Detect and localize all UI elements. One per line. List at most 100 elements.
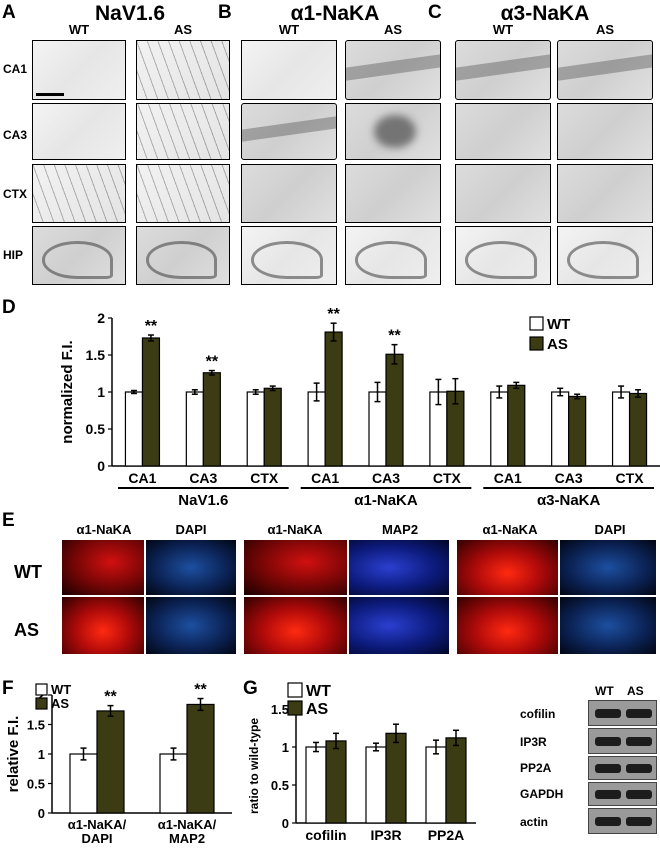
title-nav16: NaV1.6 bbox=[94, 2, 166, 25]
blot-label-pp2a: PP2A bbox=[520, 761, 552, 775]
panel-letter-e: E bbox=[2, 510, 15, 531]
bar-as bbox=[324, 331, 343, 467]
bar-as bbox=[96, 710, 125, 814]
x-tick-label: CTX bbox=[616, 470, 645, 486]
bar-wt bbox=[124, 391, 144, 467]
legend-label-as: AS bbox=[51, 696, 69, 711]
x-tick-label: α1-NaKA/ bbox=[68, 817, 127, 832]
scale-bar bbox=[36, 93, 64, 96]
bar-wt bbox=[307, 391, 326, 467]
e-col-1: α1-NaKA bbox=[76, 522, 132, 537]
x-tick-label: CA1 bbox=[128, 470, 156, 486]
col-as-a: AS bbox=[173, 22, 193, 37]
fluo-as-a1-1 bbox=[62, 597, 144, 654]
significance-mark: ** bbox=[194, 682, 207, 699]
blot-label-ip3r: IP3R bbox=[520, 735, 547, 749]
micrograph-a3-wt-hip bbox=[455, 226, 551, 285]
micrograph-nav-wt-ca3 bbox=[32, 103, 126, 160]
blot-actin bbox=[588, 808, 657, 834]
y-tick-label: 0 bbox=[38, 806, 45, 821]
y-axis-label: ratio to wild-type bbox=[247, 718, 261, 814]
fluo-as-a1-2 bbox=[244, 597, 347, 654]
legend-label-wt: WT bbox=[51, 682, 71, 697]
fluo-wt-a1-3 bbox=[457, 540, 558, 595]
panel-letter-d: D bbox=[2, 297, 16, 318]
micrograph-a3-wt-ctx bbox=[455, 164, 551, 223]
bar-wt bbox=[159, 753, 188, 814]
y-tick-label: 2 bbox=[97, 310, 105, 326]
fluo-as-dapi-1 bbox=[146, 597, 236, 654]
bar-wt bbox=[490, 391, 509, 467]
x-tick-label: CA1 bbox=[311, 470, 339, 486]
micrograph-nav-as-ctx bbox=[136, 164, 230, 223]
fluo-wt-a1-2 bbox=[244, 540, 347, 595]
panel-letter-b: B bbox=[218, 2, 232, 23]
x-tick-label: CTX bbox=[433, 470, 462, 486]
col-wt-c: WT bbox=[492, 22, 514, 37]
chart-d: 0 0.5 1 1.5 2 normalized F.I. ** CA1 ** CA3 CTX ** C… bbox=[59, 306, 660, 509]
blot-label-gapdh: GAPDH bbox=[520, 787, 564, 801]
micrograph-nav-as-ca3 bbox=[136, 103, 230, 160]
group-label: α3-NaKA bbox=[537, 492, 601, 509]
x-tick-label: CA3 bbox=[555, 470, 583, 486]
bar-as bbox=[186, 703, 215, 814]
blot-col-as: AS bbox=[627, 684, 644, 698]
bar-as bbox=[141, 337, 161, 467]
micrograph-a1-as-ca3 bbox=[345, 103, 441, 160]
y-tick-label: 1.5 bbox=[86, 347, 106, 363]
x-tick-label: CTX bbox=[250, 470, 279, 486]
legend-swatch-as bbox=[529, 336, 544, 351]
micrograph-a3-wt-ca3 bbox=[455, 103, 551, 160]
group-label: NaV1.6 bbox=[178, 492, 228, 509]
panel-letter-a: A bbox=[2, 2, 16, 23]
row-ctx: CTX bbox=[3, 187, 27, 201]
bar-wt bbox=[185, 391, 204, 467]
y-axis-label: relative F.I. bbox=[5, 716, 22, 793]
bar-wt bbox=[425, 746, 447, 824]
bar-wt bbox=[368, 391, 387, 467]
blot-label-actin: actin bbox=[520, 815, 549, 829]
blot-col-wt: WT bbox=[595, 684, 614, 698]
e-col-5: α1-NaKA bbox=[482, 522, 538, 537]
legend-label-wt: WT bbox=[547, 316, 570, 333]
bar-wt bbox=[365, 746, 387, 824]
bar-wt bbox=[551, 391, 570, 467]
bar-as bbox=[507, 384, 526, 467]
micrograph-nav-as-hip bbox=[136, 226, 230, 285]
legend-label-wt: WT bbox=[306, 683, 331, 700]
blot-pp2a bbox=[588, 756, 657, 780]
micrograph-a3-as-ca3 bbox=[557, 103, 653, 160]
col-as-c: AS bbox=[595, 22, 615, 37]
x-tick-label: IP3R bbox=[370, 827, 401, 843]
y-axis-label: normalized F.I. bbox=[59, 340, 76, 443]
bar-as bbox=[385, 732, 407, 824]
x-tick-label: MAP2 bbox=[169, 831, 205, 846]
significance-mark: ** bbox=[206, 354, 219, 371]
blot-gapdh bbox=[588, 782, 657, 806]
y-tick-label: 0.5 bbox=[271, 778, 289, 793]
bar-as bbox=[263, 387, 282, 467]
col-as-b: AS bbox=[383, 22, 403, 37]
micrograph-a1-wt-ca3 bbox=[241, 103, 337, 160]
fluo-wt-dapi-3 bbox=[560, 540, 656, 595]
blot-cofilin bbox=[588, 700, 657, 726]
legend-swatch-wt bbox=[529, 316, 544, 331]
chart-g: 0 0.5 1 1.5 ratio to wild-type cofilin IP3R PP2… bbox=[247, 682, 476, 843]
col-wt-a: WT bbox=[68, 22, 90, 37]
bar-as bbox=[445, 737, 467, 824]
micrograph-a1-wt-ctx bbox=[241, 164, 337, 223]
row-ca3: CA3 bbox=[3, 128, 28, 142]
row-ca1: CA1 bbox=[3, 62, 28, 76]
y-tick-label: 1.5 bbox=[27, 718, 45, 733]
micrograph-a1-wt-ca1 bbox=[241, 40, 337, 100]
bar-wt bbox=[69, 753, 98, 814]
x-tick-label: PP2A bbox=[428, 827, 465, 843]
panel-letter-f: F bbox=[2, 678, 14, 699]
significance-mark: ** bbox=[388, 328, 401, 345]
chart-f: 00.511.52relative F.I.**α1-NaKA/DAPI**α1… bbox=[5, 682, 232, 846]
title-a1-naka: α1-NaKA bbox=[290, 2, 380, 25]
y-tick-label: 1 bbox=[38, 747, 45, 762]
fluo-as-dapi-3 bbox=[560, 597, 656, 654]
x-tick-label: cofilin bbox=[305, 827, 346, 843]
micrograph-a3-wt-ca1 bbox=[455, 40, 551, 100]
